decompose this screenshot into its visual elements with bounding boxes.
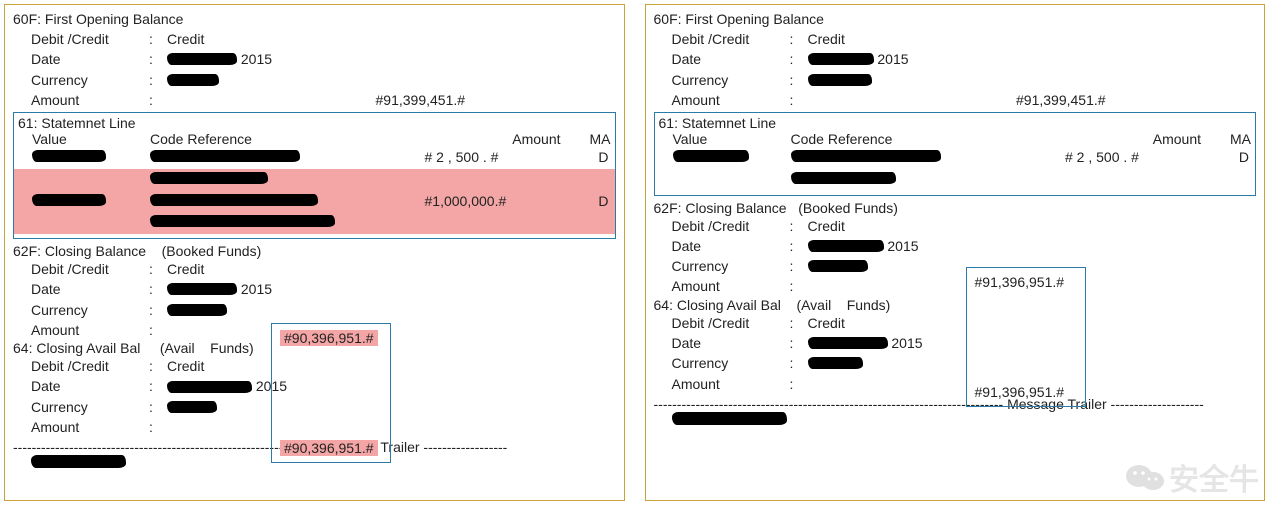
s61-header: Value Code Reference Amount MA xyxy=(655,131,1256,147)
s62-title-row: 62F: Closing Balance (Booked Funds) xyxy=(13,243,616,259)
col-amount: Amount xyxy=(425,131,575,147)
left-panel: 60F: First Opening Balance Debit /Credit… xyxy=(4,4,625,501)
table-row xyxy=(655,169,1256,191)
s64-dc: Credit xyxy=(167,356,616,376)
s60-amt-row: Amount : #91,399,451.# xyxy=(13,90,616,110)
redacted xyxy=(808,240,884,252)
redacted xyxy=(167,381,252,393)
label-date: Date xyxy=(31,49,149,69)
s62-amount: #90,396,951.# xyxy=(280,330,378,346)
s60-date-row: Date : 2015 xyxy=(13,49,616,69)
table-row: # 2 , 500 . # D xyxy=(655,147,1256,169)
redacted xyxy=(808,260,868,272)
label-currency: Currency xyxy=(31,70,149,90)
s61-title: 61: Statemnet Line xyxy=(14,115,615,131)
table-row: # 2 , 500 . # D xyxy=(14,147,615,169)
amount-box: #90,396,951.# #90,396,951.# xyxy=(271,323,391,463)
s61-box: 61: Statemnet Line Value Code Reference … xyxy=(13,112,616,239)
redacted xyxy=(150,194,318,206)
redacted xyxy=(167,283,237,295)
amount-box: #91,396,951.# #91,396,951.# xyxy=(966,267,1086,407)
s62-dc: Credit xyxy=(167,259,616,279)
s64-sub: (Avail Funds) xyxy=(160,340,254,356)
cell-ma: D xyxy=(575,191,615,213)
cell-amt: # 2 , 500 . # xyxy=(425,147,575,169)
s61-box: 61: Statemnet Line Value Code Reference … xyxy=(654,112,1257,195)
s62-title: 62F: Closing Balance xyxy=(13,243,146,259)
redacted xyxy=(167,53,237,65)
s62-sub: (Booked Funds) xyxy=(162,243,262,259)
redacted xyxy=(808,357,863,369)
redacted xyxy=(167,74,219,86)
redacted xyxy=(167,401,217,413)
redacted xyxy=(167,304,227,316)
s64-amount: #91,396,951.# xyxy=(975,384,1065,400)
redacted xyxy=(150,215,335,227)
redacted xyxy=(791,150,941,162)
redacted xyxy=(31,455,126,468)
s60-dc: Credit xyxy=(167,29,616,49)
s60-title: 60F: First Opening Balance xyxy=(13,11,616,27)
year: 2015 xyxy=(241,49,272,69)
redacted xyxy=(808,337,888,349)
s61-title: 61: Statemnet Line xyxy=(655,115,1256,131)
s64-amount: #90,396,951.# xyxy=(280,440,378,456)
cell-amt: #1,000,000.# xyxy=(425,191,575,213)
label-dc: Debit /Credit xyxy=(31,29,149,49)
table-row: #1,000,000.# D xyxy=(14,191,615,213)
redacted xyxy=(673,150,749,162)
label-amount: Amount xyxy=(31,90,149,110)
redacted xyxy=(150,172,268,184)
s62-amount: #91,396,951.# xyxy=(975,274,1065,290)
col-value: Value xyxy=(32,131,150,147)
redacted xyxy=(808,53,874,65)
redacted xyxy=(32,150,106,162)
redacted xyxy=(32,194,106,206)
s60-cur-row: Currency : xyxy=(13,70,616,90)
s60-amount: #91,399,451.# xyxy=(376,90,616,110)
col-code: Code Reference xyxy=(150,131,425,147)
trailer: ----------------------------------------… xyxy=(654,396,1257,412)
redacted xyxy=(791,172,896,184)
cell-ma: D xyxy=(575,147,615,169)
col-ma: MA xyxy=(575,131,615,147)
table-row xyxy=(14,212,615,234)
s64-title: 64: Closing Avail Bal xyxy=(13,340,140,356)
redacted xyxy=(672,412,787,425)
redacted xyxy=(808,74,872,86)
redacted xyxy=(150,150,300,162)
table-row xyxy=(14,169,615,191)
s60-dc-row: Debit /Credit : Credit xyxy=(13,29,616,49)
s60-title: 60F: First Opening Balance xyxy=(654,11,1257,27)
right-panel: 60F: First Opening Balance Debit /Credit… xyxy=(645,4,1266,501)
s61-header: Value Code Reference Amount MA xyxy=(14,131,615,147)
